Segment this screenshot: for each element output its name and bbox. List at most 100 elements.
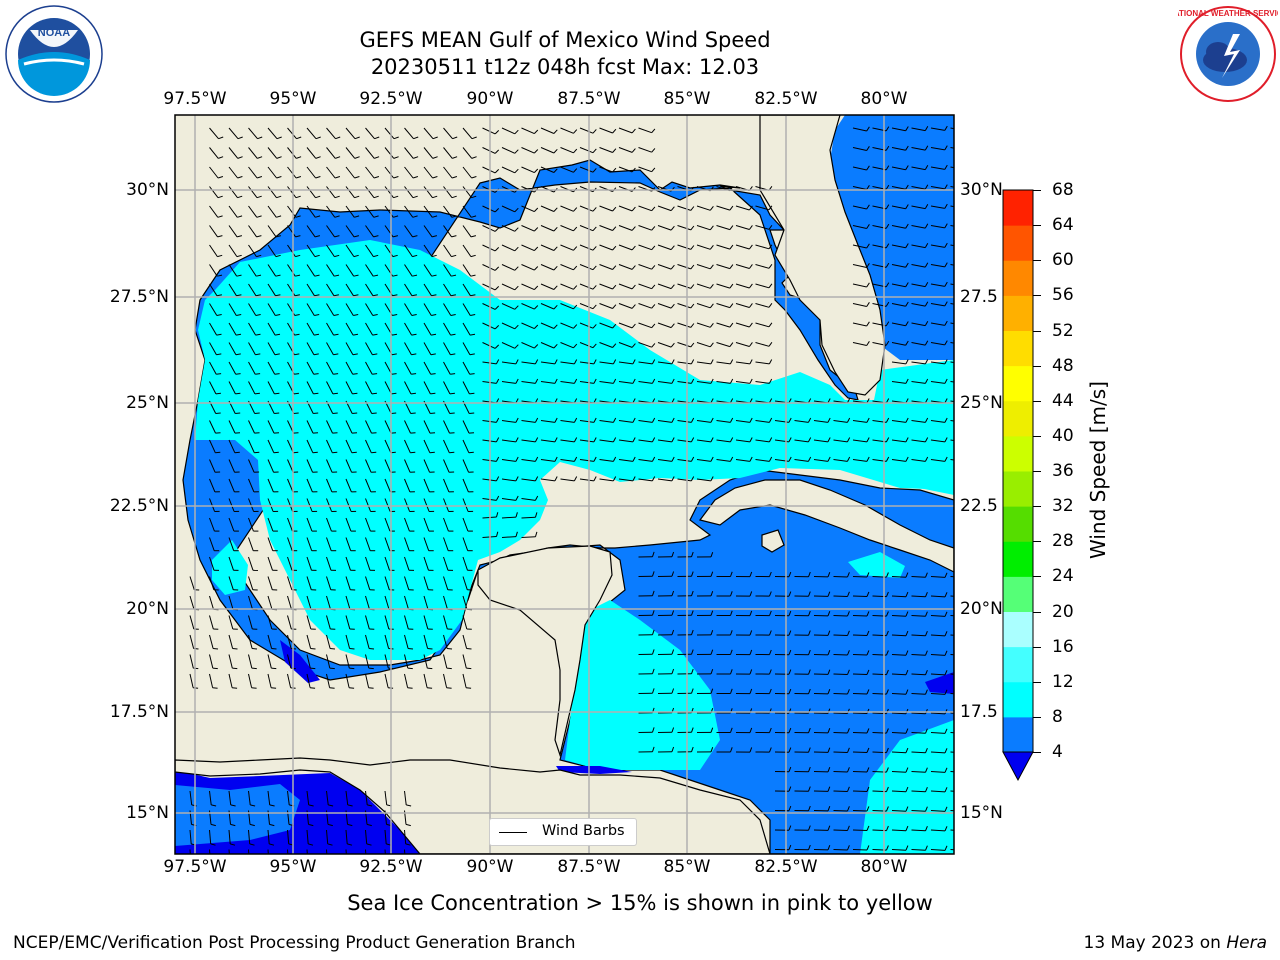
wind-barb-feather xyxy=(432,156,438,159)
wind-barb-feather xyxy=(944,145,948,151)
wind-barb xyxy=(189,595,195,610)
wind-barb-feather xyxy=(254,412,260,414)
wind-barb xyxy=(833,693,848,695)
wind-barb-feather xyxy=(730,688,733,694)
wind-barb-feather xyxy=(651,284,656,290)
wind-barb xyxy=(423,283,432,297)
wind-barb-feather xyxy=(573,246,578,251)
wind-barb-feather xyxy=(612,323,617,329)
wind-barb xyxy=(306,634,312,649)
wind-barb xyxy=(384,186,394,199)
wind-barb-feather xyxy=(925,767,928,773)
wind-barb-feather xyxy=(612,378,617,384)
wind-barb xyxy=(462,576,468,590)
wind-barb-feather xyxy=(452,136,458,140)
lat-tick-label: 15°N xyxy=(960,803,1003,823)
wind-barb-feather xyxy=(690,476,695,482)
wind-barb xyxy=(501,166,516,174)
map-frame xyxy=(174,114,955,855)
wind-barb xyxy=(482,205,496,213)
wind-barb xyxy=(579,244,594,251)
wind-barb xyxy=(209,576,215,590)
wind-barb-feather xyxy=(535,512,538,518)
wind-barb xyxy=(345,322,354,336)
wind-barb-feather xyxy=(275,333,281,336)
wind-barb-feather xyxy=(885,165,890,171)
wind-barb-feather xyxy=(631,284,636,290)
wind-barb xyxy=(462,420,470,434)
wind-barb xyxy=(716,283,731,289)
wind-barb-feather xyxy=(274,373,280,375)
wind-barb xyxy=(930,283,945,287)
wind-barb xyxy=(287,576,293,590)
colorbar-tick-mark xyxy=(1033,471,1041,472)
wind-barb-feather xyxy=(710,747,714,753)
wind-barb xyxy=(423,439,431,453)
wind-barb-feather xyxy=(495,476,500,482)
wind-barb xyxy=(521,381,536,384)
wind-barb xyxy=(501,498,516,501)
wind-barb xyxy=(345,790,349,805)
wind-barb-feather xyxy=(768,283,773,289)
wind-barb-feather xyxy=(808,825,811,831)
wind-barb-feather xyxy=(905,378,909,384)
wind-barb-feather xyxy=(965,592,967,597)
wind-barb xyxy=(579,322,594,329)
wind-barb-feather xyxy=(411,333,417,336)
colorbar-tick-mark xyxy=(1033,225,1041,227)
wind-barb xyxy=(345,439,353,453)
wind-barb xyxy=(501,459,516,462)
wind-barb-feather xyxy=(392,254,398,258)
wind-barb-feather xyxy=(944,826,948,832)
wind-barb-feather xyxy=(768,378,773,384)
wind-barb xyxy=(306,517,313,532)
wind-barb xyxy=(326,381,334,395)
wind-barb-feather xyxy=(612,437,617,443)
wind-barb xyxy=(716,244,731,250)
wind-barb xyxy=(657,459,672,462)
wind-barb-feather xyxy=(632,456,636,462)
wind-barb-feather xyxy=(334,274,340,277)
wind-barb xyxy=(287,556,293,571)
wind-barb-feather xyxy=(768,456,773,462)
wind-barb xyxy=(657,244,672,251)
wind-barb-feather xyxy=(886,650,889,656)
wind-barb-feather xyxy=(671,398,675,404)
wind-barb-feather xyxy=(690,206,695,211)
wind-barb xyxy=(677,342,691,348)
wind-barb xyxy=(404,283,413,297)
wind-barb-feather xyxy=(534,437,539,443)
wind-barb xyxy=(657,439,672,443)
wind-barb xyxy=(911,244,926,249)
wind-barb xyxy=(248,517,254,532)
wind-barb-feather xyxy=(749,456,753,462)
colorbar-tick-label: 4 xyxy=(1052,742,1063,762)
wind-barb xyxy=(540,127,555,134)
wind-barb-feather xyxy=(965,768,967,773)
wind-barb xyxy=(287,205,297,218)
wind-barb xyxy=(423,342,432,355)
wind-barb xyxy=(365,283,374,297)
wind-barb xyxy=(950,264,954,266)
wind-barb xyxy=(579,361,594,365)
wind-barb xyxy=(267,186,277,199)
wind-barb xyxy=(521,127,535,135)
wind-barb-feather xyxy=(651,437,656,443)
wind-barb-feather xyxy=(651,167,656,173)
colorbar-tick-mark xyxy=(1033,330,1041,332)
wind-barb xyxy=(462,225,472,238)
wind-barb xyxy=(638,439,653,443)
wind-barb-feather xyxy=(847,825,850,831)
lat-tick-label: 27.5 xyxy=(960,287,998,307)
wind-barb-feather xyxy=(925,845,928,851)
colorbar-tick-label: 16 xyxy=(1052,636,1074,657)
wind-barb-feather xyxy=(470,254,476,258)
wind-barb xyxy=(852,654,868,656)
wind-barb-feather xyxy=(313,412,319,414)
wind-barb xyxy=(891,751,907,754)
wind-barb xyxy=(228,634,234,649)
wind-barb-feather xyxy=(866,398,870,404)
wind-barb xyxy=(306,303,315,316)
lon-tick-label: 97.5°W xyxy=(163,857,227,877)
wind-barb xyxy=(267,342,276,355)
